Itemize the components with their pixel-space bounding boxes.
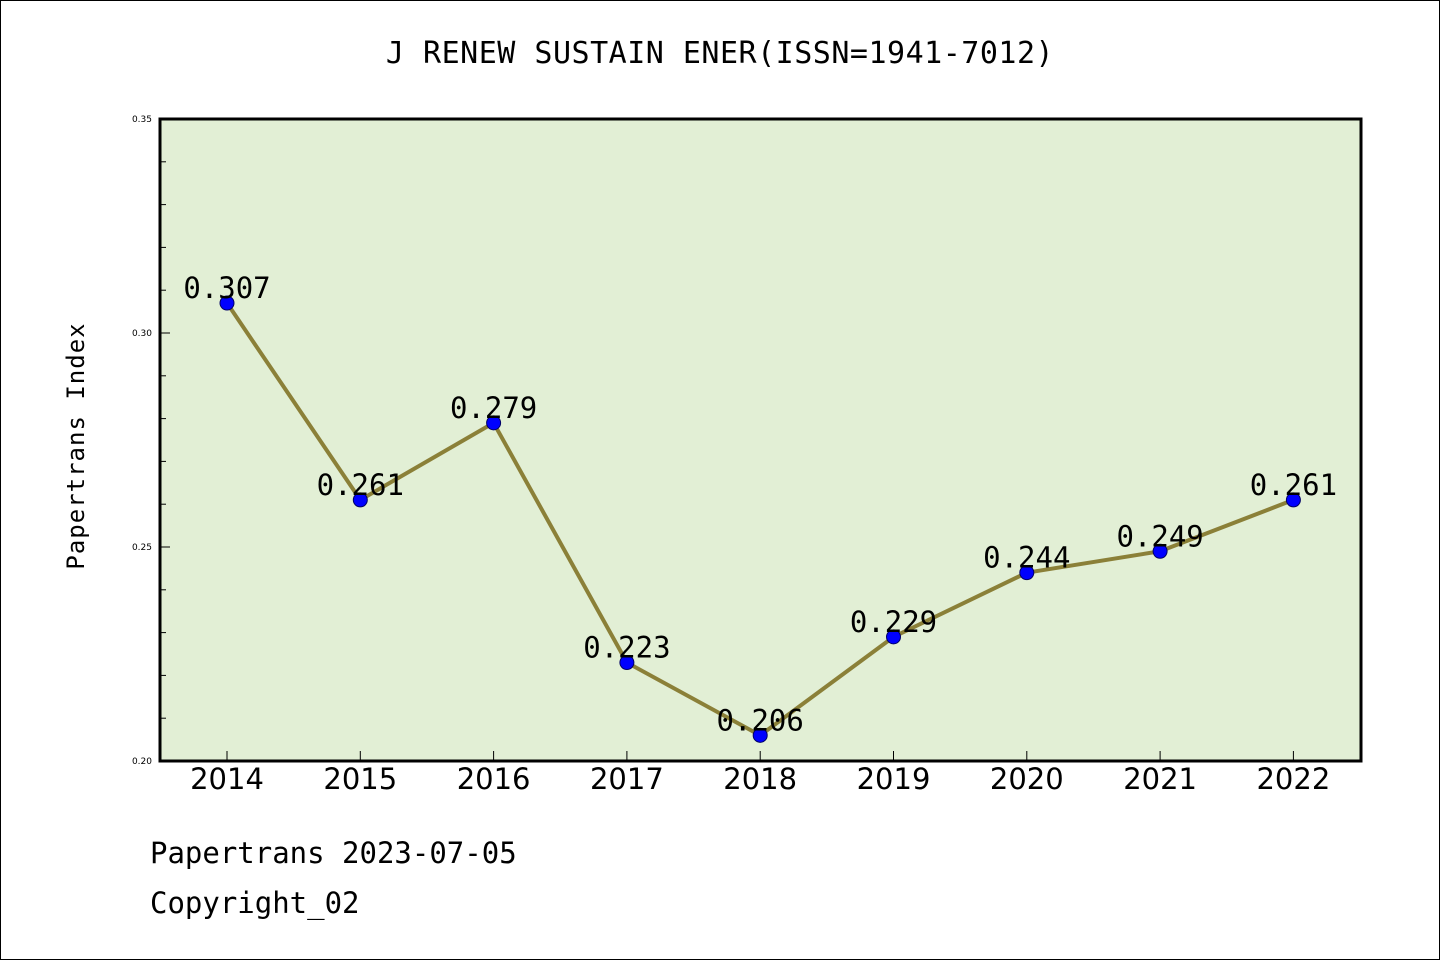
data-point bbox=[1285, 492, 1301, 508]
x-tick-label: 2021 bbox=[1123, 762, 1197, 796]
data-label: 0.249 bbox=[1116, 519, 1203, 553]
data-point bbox=[752, 727, 768, 743]
x-tick-label: 2020 bbox=[990, 762, 1064, 796]
y-tick-label: 0.30 bbox=[132, 329, 152, 339]
data-point bbox=[886, 629, 901, 645]
plot-area bbox=[160, 119, 1361, 761]
data-point bbox=[1152, 543, 1168, 559]
x-tick-label: 2022 bbox=[1256, 762, 1330, 796]
data-label: 0.261 bbox=[317, 468, 404, 502]
x-tick-label: 2017 bbox=[590, 762, 664, 796]
data-label: 0.279 bbox=[450, 391, 537, 425]
data-markers bbox=[219, 295, 1301, 743]
data-point bbox=[1019, 565, 1035, 581]
y-tick-label: 0.20 bbox=[132, 757, 152, 767]
data-label: 0.229 bbox=[850, 605, 937, 639]
x-tick-label: 2018 bbox=[723, 762, 797, 796]
plot-border bbox=[158, 117, 1363, 763]
x-tick-label: 2019 bbox=[857, 762, 931, 796]
data-label: 0.307 bbox=[183, 271, 270, 305]
x-tick-label: 2015 bbox=[323, 762, 397, 796]
data-label: 0.244 bbox=[983, 541, 1070, 575]
footer-date: Papertrans 2023-07-05 bbox=[150, 836, 517, 870]
x-tick-label: 2014 bbox=[190, 762, 264, 796]
y-tick-label: 0.35 bbox=[132, 115, 152, 125]
y-tick-label: 0.25 bbox=[132, 543, 152, 553]
data-point bbox=[619, 655, 635, 671]
chart-title: J RENEW SUSTAIN ENER(ISSN=1941-7012) bbox=[385, 36, 1055, 71]
data-label: 0.261 bbox=[1250, 468, 1337, 502]
data-label: 0.206 bbox=[717, 703, 804, 737]
x-axis-ticks: 2014 2015 2016 2017 2018 2019 2020 2021 2022 bbox=[190, 751, 1330, 796]
data-point bbox=[486, 415, 502, 431]
footer-copyright: Copyright_02 bbox=[150, 886, 360, 920]
data-label: 0.223 bbox=[583, 631, 670, 665]
data-point bbox=[219, 295, 235, 311]
x-tick-label: 2016 bbox=[457, 762, 531, 796]
data-labels: 0.307 0.261 0.279 0.223 0.206 0.229 0.244 0.249… bbox=[183, 271, 1337, 737]
y-axis-label: Papertrans Index bbox=[62, 322, 90, 569]
data-point bbox=[352, 492, 368, 508]
